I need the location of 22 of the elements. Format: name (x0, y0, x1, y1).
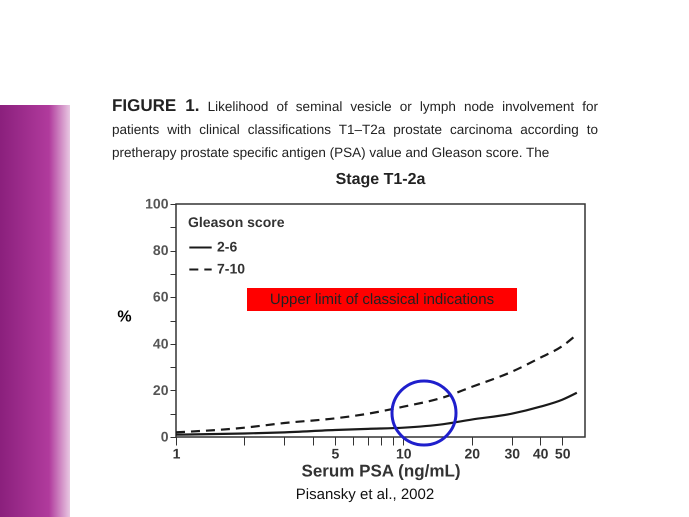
x-tick-label: 20 (464, 446, 480, 462)
x-tick-label: 50 (554, 446, 571, 462)
x-tick-label: 5 (331, 446, 340, 462)
annotation: Upper limit of classical indications (247, 288, 517, 311)
y-tick-label: 100 (145, 196, 169, 212)
legend-title: Gleason score (188, 214, 285, 230)
y-axis-title: % (117, 308, 132, 326)
caption: FIGURE 1. Likelihood of seminal vesicle or lymph node involvement for patients with clinical classifications T1–T2a prostate carcinoma according to pretherapy prostate specific antigen (PSA) value and Gleason score. The (112, 95, 598, 162)
x-tick-label: 30 (504, 446, 520, 462)
x-axis-title: Serum PSA (ng/mL) (302, 462, 460, 480)
x-tick-label: 40 (532, 446, 549, 462)
y-tick-label: 0 (160, 428, 169, 444)
text: Pisansky et al., 2002 (294, 486, 436, 503)
chart-title: Stage T1-2a (336, 171, 426, 188)
y-tick-label: 80 (152, 242, 169, 258)
legend-label: 7-10 (217, 260, 246, 276)
x-tick-label: 1 (172, 446, 181, 462)
y-tick-label: 20 (152, 382, 169, 398)
y-tick-label: 60 (152, 288, 169, 305)
y-tick-label: 40 (152, 335, 169, 352)
x-tick-label: 10 (396, 446, 412, 462)
legend-label: 2-6 (217, 238, 238, 254)
